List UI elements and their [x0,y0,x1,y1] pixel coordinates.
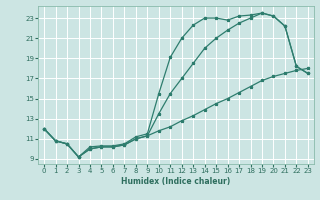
X-axis label: Humidex (Indice chaleur): Humidex (Indice chaleur) [121,177,231,186]
